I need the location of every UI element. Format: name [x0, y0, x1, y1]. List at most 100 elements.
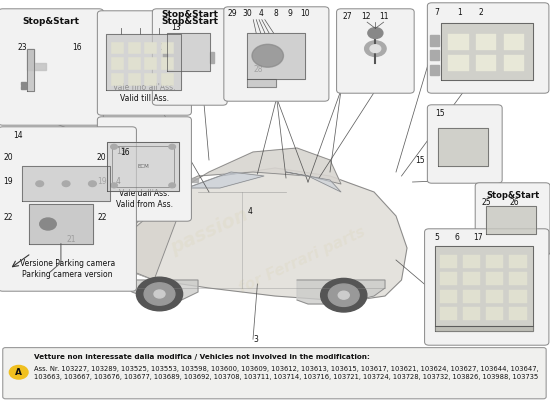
Text: Vale dall'Ass.
Valid from Ass.: Vale dall'Ass. Valid from Ass.: [116, 189, 173, 209]
Bar: [439, 255, 458, 268]
Bar: [448, 34, 469, 50]
Text: Stop&Start: Stop&Start: [486, 191, 539, 200]
Bar: [509, 255, 526, 268]
Text: Versione Parking camera
Parking camera version: Versione Parking camera Parking camera v…: [20, 259, 115, 279]
Text: 16: 16: [72, 44, 82, 52]
Polygon shape: [165, 148, 341, 192]
Text: 19: 19: [3, 178, 13, 186]
Ellipse shape: [106, 246, 120, 254]
Circle shape: [154, 290, 165, 298]
Polygon shape: [187, 172, 264, 188]
Polygon shape: [104, 192, 187, 280]
FancyBboxPatch shape: [97, 11, 191, 115]
Text: Stop&Start: Stop&Start: [161, 17, 218, 26]
Circle shape: [111, 183, 117, 188]
Polygon shape: [163, 52, 167, 63]
Polygon shape: [286, 172, 341, 192]
Polygon shape: [434, 326, 533, 331]
Circle shape: [252, 44, 283, 67]
Text: 10: 10: [300, 10, 310, 18]
Bar: [486, 307, 503, 320]
Circle shape: [321, 278, 367, 312]
Circle shape: [144, 283, 175, 305]
Bar: [430, 50, 439, 60]
Circle shape: [40, 218, 56, 230]
Text: 8: 8: [274, 10, 278, 18]
Polygon shape: [29, 204, 93, 244]
Text: 4: 4: [116, 178, 120, 186]
Circle shape: [136, 277, 183, 311]
Bar: [21, 82, 26, 85]
FancyBboxPatch shape: [427, 105, 502, 183]
Text: Stop&Start: Stop&Start: [161, 10, 218, 19]
Text: 16: 16: [120, 148, 130, 157]
Bar: [439, 290, 458, 302]
Text: 9: 9: [288, 10, 292, 18]
Text: 25: 25: [482, 198, 492, 207]
Text: 29: 29: [227, 10, 237, 18]
Text: 5: 5: [435, 234, 439, 242]
FancyBboxPatch shape: [0, 9, 103, 125]
Bar: [128, 42, 140, 53]
Polygon shape: [210, 52, 213, 63]
Polygon shape: [106, 34, 181, 90]
Bar: [21, 86, 26, 89]
FancyBboxPatch shape: [224, 7, 329, 101]
Bar: [144, 42, 156, 53]
Bar: [430, 35, 439, 46]
Bar: [439, 307, 458, 320]
Text: 4: 4: [259, 10, 263, 18]
Circle shape: [62, 181, 70, 186]
Circle shape: [370, 45, 381, 52]
FancyBboxPatch shape: [0, 127, 136, 291]
Bar: [161, 73, 173, 85]
Circle shape: [368, 28, 383, 38]
Bar: [476, 34, 496, 50]
Text: 28: 28: [254, 66, 263, 74]
Text: 13: 13: [171, 24, 181, 32]
Text: 7: 7: [435, 8, 439, 17]
Circle shape: [36, 181, 43, 186]
Text: Vale fino all'Ass.
Valid till Ass.: Vale fino all'Ass. Valid till Ass.: [113, 83, 175, 103]
Polygon shape: [486, 206, 536, 234]
Text: 24: 24: [160, 44, 170, 52]
Text: Vetture non interessate dalla modifica / Vehicles not involved in the modificati: Vetture non interessate dalla modifica /…: [34, 354, 370, 360]
FancyBboxPatch shape: [3, 348, 546, 399]
Text: 12: 12: [361, 12, 371, 21]
FancyBboxPatch shape: [152, 9, 227, 105]
Polygon shape: [107, 142, 179, 190]
Polygon shape: [27, 49, 46, 70]
Bar: [128, 73, 140, 85]
Bar: [486, 290, 503, 302]
Polygon shape: [434, 246, 533, 326]
Text: passion: passion: [167, 206, 251, 258]
Bar: [111, 58, 123, 69]
Text: 3: 3: [254, 335, 258, 344]
FancyBboxPatch shape: [337, 9, 414, 93]
Text: 15: 15: [415, 156, 425, 165]
Text: 4: 4: [248, 208, 252, 216]
Bar: [463, 290, 481, 302]
Text: 2: 2: [479, 8, 483, 17]
Text: 30: 30: [243, 10, 252, 18]
Text: Ass. Nr. 103227, 103289, 103525, 103553, 103598, 103600, 103609, 103612, 103613,: Ass. Nr. 103227, 103289, 103525, 103553,…: [34, 366, 538, 380]
FancyBboxPatch shape: [475, 183, 550, 255]
Text: ECM: ECM: [137, 164, 149, 168]
Polygon shape: [121, 280, 198, 300]
Bar: [463, 307, 481, 320]
Polygon shape: [22, 166, 110, 201]
Polygon shape: [438, 128, 488, 166]
Polygon shape: [104, 168, 407, 300]
Text: 19: 19: [97, 178, 107, 186]
Bar: [111, 42, 123, 53]
Text: 22: 22: [97, 214, 107, 222]
Text: 11: 11: [379, 12, 389, 21]
Circle shape: [9, 366, 28, 379]
Text: 22: 22: [3, 214, 13, 222]
Circle shape: [338, 291, 349, 299]
Circle shape: [111, 144, 117, 149]
Text: 20: 20: [3, 154, 13, 162]
Text: 17: 17: [474, 234, 483, 242]
Bar: [161, 58, 173, 69]
Polygon shape: [441, 23, 534, 80]
